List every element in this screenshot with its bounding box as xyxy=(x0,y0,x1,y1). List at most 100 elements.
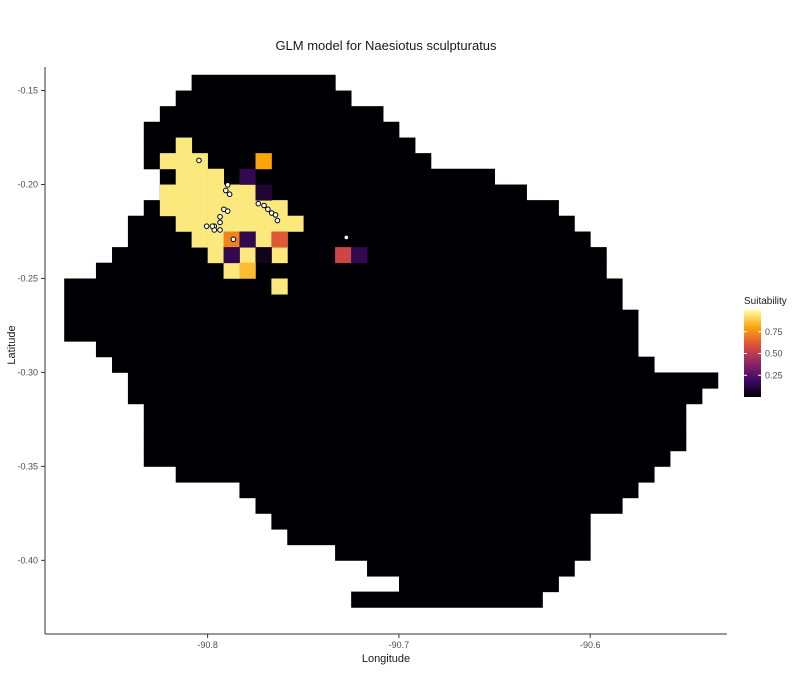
suitability-cell xyxy=(255,184,272,201)
occurrence-points xyxy=(196,157,350,243)
suitability-cell xyxy=(191,215,208,232)
occurrence-point xyxy=(343,234,350,241)
suitability-cell xyxy=(207,184,225,201)
suitability-cell xyxy=(271,278,288,295)
occurrence-point xyxy=(196,157,202,164)
legend-tick-label: 0.50 xyxy=(765,349,783,359)
suitability-cell xyxy=(239,168,256,185)
y-tick-label: -0.15 xyxy=(17,85,38,95)
chart-title: GLM model for Naesiotus sculpturatus xyxy=(275,38,497,53)
axes xyxy=(44,67,727,635)
y-tick-label: -0.40 xyxy=(17,555,38,565)
occurrence-point xyxy=(217,227,223,233)
suitability-cell xyxy=(191,184,208,201)
occurrence-point xyxy=(222,187,229,194)
x-tick-label: -90.7 xyxy=(389,640,410,650)
land-cell-row xyxy=(64,309,639,326)
occurrence-point xyxy=(217,219,223,226)
occurrence-point xyxy=(226,191,233,198)
land-cell-row xyxy=(239,482,639,499)
suitability-cell xyxy=(223,215,240,232)
suitability-cell xyxy=(175,200,193,217)
suitability-cell xyxy=(175,153,193,170)
land-cell-row xyxy=(112,356,655,373)
suitability-cell xyxy=(271,247,288,264)
land-cell-row xyxy=(64,294,623,311)
legend-title: Suitability xyxy=(744,296,787,307)
land-cell-row xyxy=(143,419,687,436)
suitability-cell xyxy=(207,247,225,264)
suitability-cell xyxy=(207,168,225,185)
land-cell-row xyxy=(143,450,671,467)
occurrence-point xyxy=(261,202,267,209)
y-tick-label: -0.35 xyxy=(17,461,38,471)
suitability-cell xyxy=(271,231,288,248)
suitability-cell xyxy=(239,247,256,264)
occurrence-point xyxy=(255,200,262,207)
occurrence-point xyxy=(224,182,231,188)
land-cell-row xyxy=(143,121,400,138)
land-cell-row xyxy=(127,372,719,389)
land-cell-row xyxy=(398,575,559,593)
suitability-cell xyxy=(175,137,193,154)
occurrence-point xyxy=(224,208,231,214)
land-cell-row xyxy=(95,341,639,358)
suitability-cell xyxy=(255,247,272,264)
suitability-cell xyxy=(255,231,272,248)
suitability-cell xyxy=(351,247,368,264)
land-cell-row xyxy=(64,325,639,342)
suitability-cell xyxy=(191,168,208,185)
occurrence-point xyxy=(203,223,210,229)
suitability-cell xyxy=(335,247,352,264)
land-cell-row xyxy=(351,591,543,608)
x-tick-label: -90.8 xyxy=(197,640,218,650)
suitability-cell xyxy=(159,200,177,217)
occurrence-point xyxy=(230,236,237,243)
suitability-cell xyxy=(239,184,256,201)
suitability-cell xyxy=(255,215,272,232)
suitability-cell xyxy=(239,262,256,279)
land-cell-row xyxy=(287,529,591,546)
suitability-cell xyxy=(159,153,177,170)
land-cell-row xyxy=(64,278,623,295)
suitability-cell xyxy=(271,215,288,232)
suitability-cell xyxy=(239,231,256,248)
occurrence-point xyxy=(265,206,271,213)
legend: Suitability 0.25 0.50 0.75 xyxy=(744,296,787,397)
suitability-cell xyxy=(207,200,225,217)
suitability-cell xyxy=(207,231,225,248)
land-cell-row xyxy=(95,262,607,279)
land-cell-row xyxy=(271,513,591,530)
x-axis-title: Longitude xyxy=(362,653,410,665)
land-cell-row xyxy=(159,106,384,123)
land-cell-row xyxy=(175,90,352,107)
occurrence-point xyxy=(217,213,223,220)
y-tick-label: -0.20 xyxy=(17,179,38,189)
land-cell-row xyxy=(335,544,591,561)
occurrence-point xyxy=(272,212,279,218)
occurrence-point xyxy=(209,223,216,229)
land-cell-row xyxy=(175,466,655,483)
occurrence-point xyxy=(274,217,281,224)
raster-cells xyxy=(64,74,719,608)
land-cell-row xyxy=(143,403,687,420)
x-tick-label: -90.6 xyxy=(580,640,601,650)
land-cell-row xyxy=(143,153,432,170)
axis-ticks: -90.8 -90.7 -90.6 -0.15 -0.20 -0.25 -0.30 -0.35… xyxy=(17,85,600,650)
suitability-cell xyxy=(239,200,256,217)
legend-tick-label: 0.25 xyxy=(765,370,783,380)
suitability-cell xyxy=(239,215,256,232)
y-tick-label: -0.30 xyxy=(17,367,38,377)
suitability-cell xyxy=(191,200,208,217)
suitability-cell xyxy=(175,215,193,232)
legend-ticks: 0.25 0.50 0.75 xyxy=(744,327,783,380)
suitability-cell xyxy=(175,168,193,185)
land-cell-row xyxy=(367,560,575,577)
legend-colorbar xyxy=(744,310,761,397)
suitability-cell xyxy=(223,247,240,264)
land-cell-row xyxy=(143,435,687,452)
suitability-cell xyxy=(159,184,177,201)
legend-tick-label: 0.75 xyxy=(765,327,783,337)
land-cell-row xyxy=(191,74,336,91)
